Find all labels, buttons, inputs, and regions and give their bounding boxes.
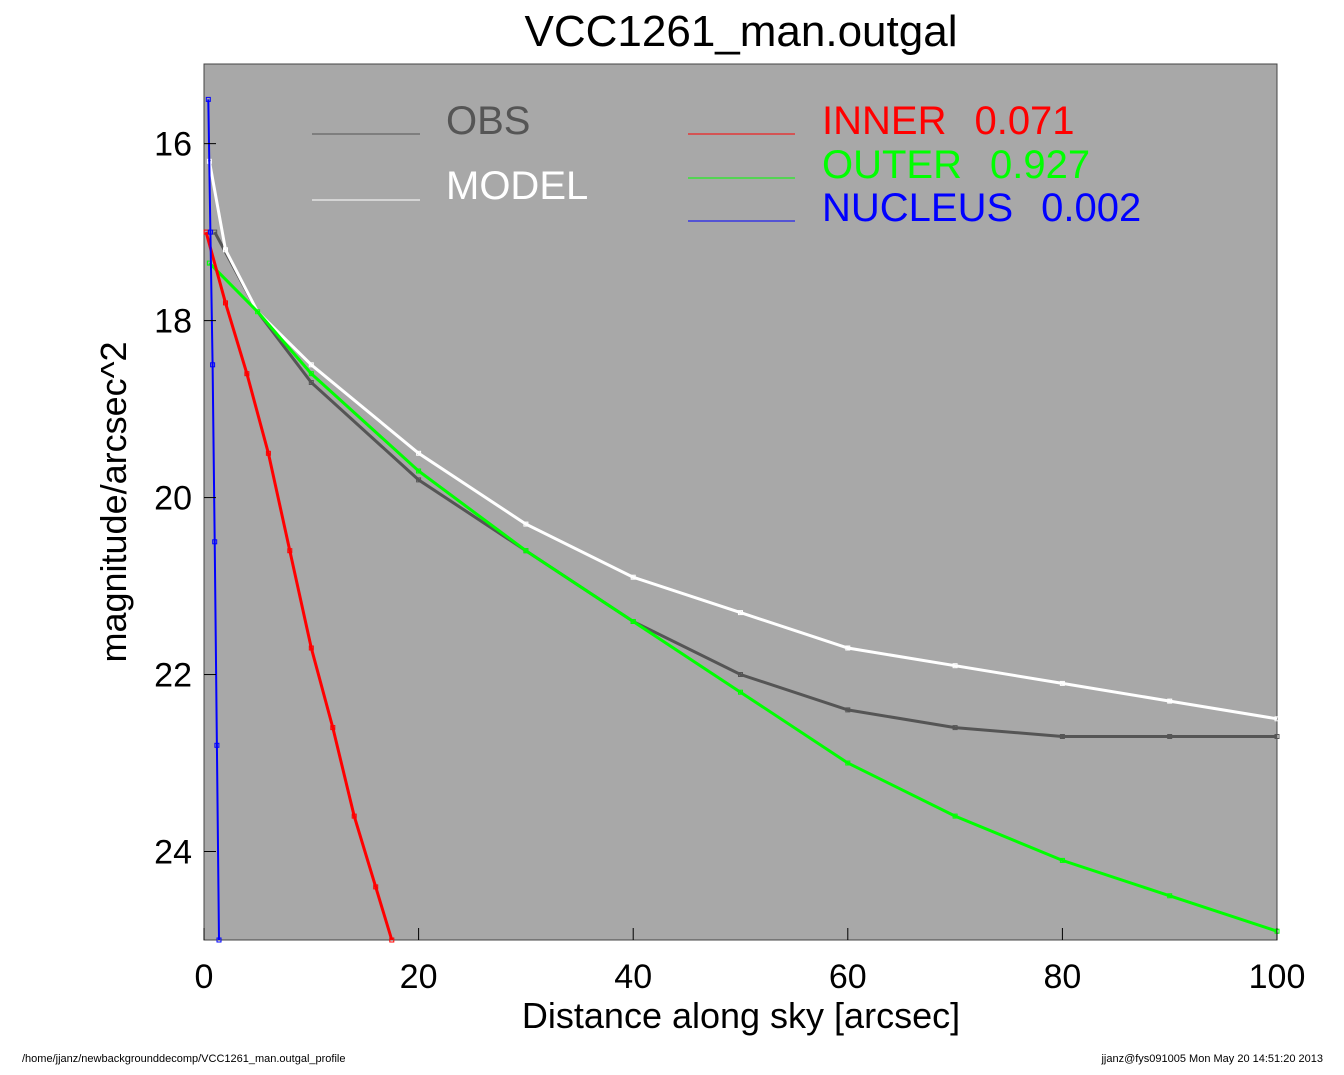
data-point-inner	[287, 548, 293, 554]
data-point-inner	[244, 371, 250, 377]
data-point-model	[416, 450, 422, 456]
data-point-obs	[1059, 734, 1065, 739]
data-point-inner	[351, 813, 357, 819]
data-point-nucleus	[216, 937, 222, 943]
y-tick-label: 16	[154, 126, 192, 164]
data-point-inner	[265, 450, 271, 456]
y-tick-label: 18	[154, 303, 192, 341]
data-point-outer	[1167, 893, 1173, 899]
series-line-inner	[204, 231, 394, 941]
data-point-outer	[738, 689, 743, 695]
y-tick-label: 22	[154, 657, 192, 695]
data-point-model	[1059, 680, 1065, 686]
x-axis-label: Distance along sky [arcsec]	[522, 995, 960, 1036]
series-layer	[203, 96, 1280, 943]
data-point-inner	[389, 937, 395, 943]
footer-timestamp: jjanz@fys091005 Mon May 20 14:51:20 2013	[1100, 1053, 1323, 1065]
data-point-model	[1167, 698, 1173, 704]
data-point-outer	[308, 371, 314, 377]
data-point-inner	[223, 300, 228, 306]
data-point-outer	[1059, 857, 1065, 863]
data-point-nucleus	[212, 539, 218, 545]
data-point-outer	[630, 619, 636, 624]
footer-path: /home/jjanz/newbackgrounddecomp/VCC1261_…	[22, 1053, 345, 1065]
data-point-nucleus	[205, 96, 211, 102]
y-axis-label: magnitude/arcsec^2	[93, 341, 134, 662]
y-tick-label: 24	[154, 834, 192, 872]
x-tick-label: 20	[400, 958, 438, 996]
data-point-inner	[373, 884, 379, 890]
legend-outer-value: 0.927	[990, 143, 1090, 187]
data-point-model	[845, 645, 851, 651]
tick-layer: 0 20 40 60 80 100 16 18 20 22 24	[154, 126, 1305, 996]
chart-title: VCC1261_man.outgal	[525, 7, 958, 56]
data-point-obs	[1167, 734, 1173, 739]
x-tick-label: 40	[614, 958, 652, 996]
data-point-outer	[845, 760, 851, 766]
data-point-obs	[738, 672, 743, 677]
data-point-obs	[952, 725, 958, 731]
series-line-obs	[213, 231, 1277, 738]
y-tick-label: 20	[154, 480, 192, 518]
data-point-model	[223, 247, 228, 253]
legend-inner-name: INNER	[822, 99, 946, 143]
data-point-obs	[845, 707, 851, 713]
legend-label-outer: OUTER 0.927	[822, 143, 1090, 187]
legend-outer-name: OUTER	[822, 143, 962, 187]
series-line-outer	[208, 262, 1278, 933]
data-point-model	[308, 362, 314, 368]
data-point-inner	[330, 725, 336, 731]
x-tick-label: 80	[1043, 958, 1081, 996]
legend-label-inner: INNER 0.071	[822, 99, 1075, 143]
data-point-outer	[416, 468, 422, 474]
data-point-obs	[416, 477, 422, 483]
data-point-model	[1274, 716, 1280, 722]
data-point-obs	[1274, 734, 1280, 739]
legend-label-model: MODEL	[446, 164, 588, 208]
data-point-nucleus	[210, 362, 216, 368]
x-tick-label: 0	[195, 958, 214, 996]
legend-label-obs: OBS	[446, 99, 530, 143]
data-point-outer	[952, 813, 958, 819]
data-point-model	[738, 610, 743, 616]
data-point-outer	[523, 548, 529, 554]
data-point-model	[952, 663, 958, 669]
x-tick-label: 60	[829, 958, 867, 996]
data-point-nucleus	[207, 229, 213, 235]
legend-nucleus-value: 0.002	[1041, 186, 1141, 230]
legend-label-nucleus: NUCLEUS 0.002	[822, 186, 1141, 230]
series-line-nucleus	[207, 99, 220, 941]
data-point-outer	[255, 309, 261, 315]
legend: OBS MODEL INNER 0.071 OUTER 0.927 NUCLEUS 0…	[312, 99, 1141, 230]
data-point-nucleus	[214, 742, 220, 748]
data-point-obs	[308, 380, 314, 385]
x-tick-label: 100	[1249, 958, 1306, 996]
plot-area	[203, 63, 1278, 941]
legend-nucleus-name: NUCLEUS	[822, 186, 1013, 230]
data-point-inner	[308, 645, 314, 651]
legend-inner-value: 0.071	[974, 99, 1074, 143]
data-point-model	[630, 574, 636, 580]
data-point-model	[523, 521, 529, 527]
